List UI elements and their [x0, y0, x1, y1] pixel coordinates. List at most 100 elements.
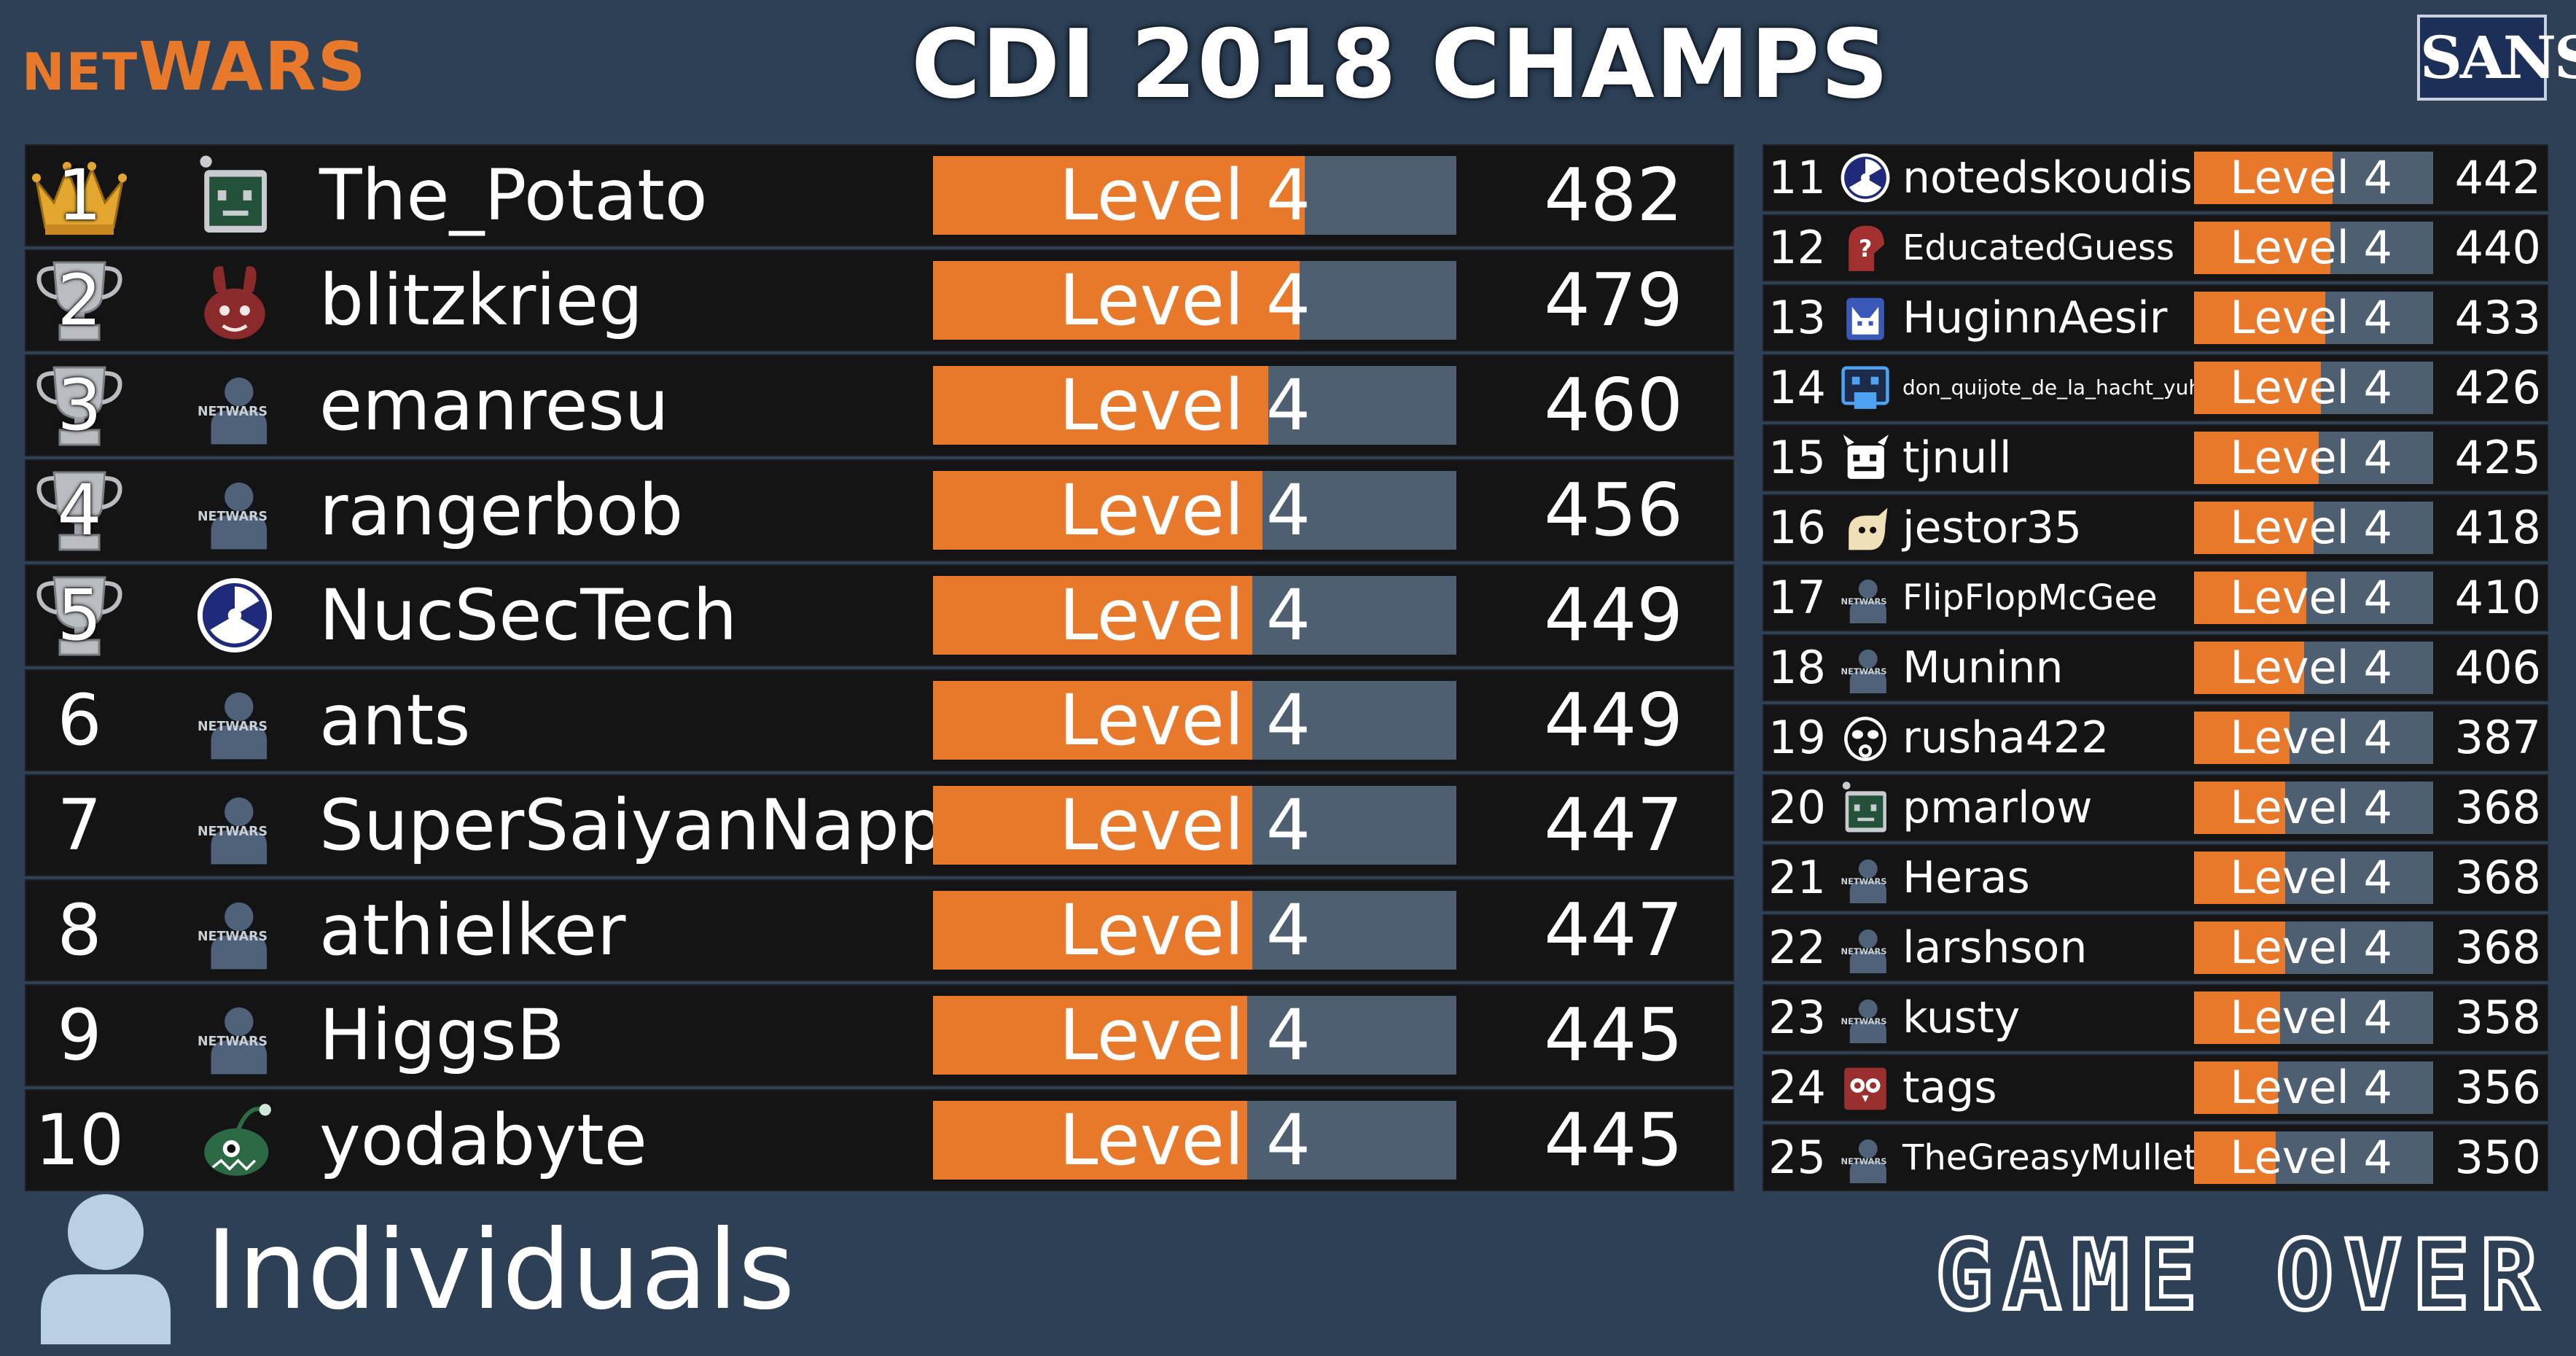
player-score: 460 [1544, 362, 1683, 448]
default-user-icon: NETWARS [1841, 929, 1887, 973]
level-progress-fill [933, 156, 1305, 235]
table-row: 24 tags Level 4 356 [1763, 1054, 2548, 1121]
player-name: EducatedGuess [1902, 227, 2175, 268]
rank-number: 12 [1768, 221, 1826, 274]
level-progress-fill [2194, 502, 2314, 554]
default-user-icon: NETWARS [1841, 579, 1886, 623]
player-score: 447 [1544, 782, 1683, 868]
table-row: 10 yodabyte Level 4 445 [25, 1089, 1734, 1191]
viking-icon [1846, 297, 1884, 340]
level-label: Level 4 [1059, 994, 1311, 1076]
level-progress-bar: Level 4 [933, 786, 1456, 865]
svg-text:NETWARS: NETWARS [1841, 876, 1887, 887]
table-row: 9 NETWARS HiggsB Level 4 445 [25, 984, 1734, 1086]
anglerfish-icon [204, 1104, 271, 1176]
svg-text:NETWARS: NETWARS [198, 510, 268, 524]
level-progress-fill [2194, 292, 2326, 344]
player-score: 418 [2454, 501, 2541, 554]
level-progress-fill [933, 261, 1300, 340]
level-progress-fill [933, 366, 1268, 445]
rank-number: 18 [1768, 641, 1826, 694]
level-progress-bar: Level 4 [2194, 222, 2433, 274]
level-progress-fill [933, 786, 1252, 865]
default-user-icon: NETWARS [1841, 999, 1886, 1043]
table-row: 8 NETWARS athielker Level 4 447 [25, 879, 1734, 981]
rank-number: 7 [57, 784, 102, 866]
level-progress-bar: Level 4 [933, 1101, 1456, 1180]
level-progress-fill [2194, 642, 2304, 694]
netwars-logo: NETWARS [22, 28, 367, 106]
level-progress-bar: Level 4 [2194, 712, 2433, 764]
default-user-icon: NETWARS [198, 797, 268, 865]
player-name: HuginnAesir [1902, 292, 2168, 343]
table-row: 19 rusha422 Level 4 387 [1763, 704, 2548, 771]
robot-face-icon [200, 155, 268, 233]
player-name: NucSecTech [319, 574, 738, 656]
default-user-icon: NETWARS [198, 1007, 268, 1075]
level-progress-fill [2194, 1061, 2278, 1114]
player-score: 350 [2454, 1131, 2541, 1184]
player-name: jestor35 [1902, 502, 2083, 553]
svg-text:NETWARS: NETWARS [198, 930, 268, 944]
level-label: Level 4 [1059, 365, 1311, 446]
player-score: 482 [1544, 152, 1683, 238]
svg-text:?: ? [1859, 235, 1873, 262]
level-label: Level 4 [2230, 851, 2392, 904]
rank-number: 22 [1768, 921, 1826, 974]
level-label: Level 4 [2230, 641, 2392, 694]
table-row: 3 NETWARS emanresu Level 4 460 [25, 354, 1734, 456]
level-progress-bar: Level 4 [933, 996, 1456, 1075]
individual-user-icon [41, 1194, 171, 1344]
level-label: Level 4 [1059, 679, 1311, 761]
level-progress-bar: Level 4 [2194, 1061, 2433, 1114]
default-user-icon: NETWARS [1841, 649, 1886, 693]
player-name: TheGreasyMullet [1902, 1137, 2198, 1178]
player-name: notedskoudis [1902, 152, 2193, 203]
level-label: Level 4 [2230, 151, 2392, 204]
gas-mask-icon [1844, 717, 1886, 761]
default-user-icon: NETWARS [198, 902, 268, 970]
table-row: 2 blitzkrieg Level 4 479 [25, 249, 1734, 351]
player-score: 433 [2454, 291, 2541, 344]
table-row: 6 NETWARS ants Level 4 449 [25, 669, 1734, 771]
level-progress-fill [2194, 991, 2281, 1044]
player-name: Muninn [1902, 642, 2064, 693]
rank-number: 9 [57, 994, 102, 1076]
level-label: Level 4 [2230, 711, 2392, 764]
default-user-icon: NETWARS [1841, 1139, 1886, 1183]
svg-text:NETWARS: NETWARS [1841, 946, 1887, 956]
level-progress-fill [2194, 782, 2285, 834]
page-title: CDI 2018 CHAMPS [911, 9, 1890, 120]
player-name: The_Potato [319, 155, 708, 236]
level-label: Level 4 [2230, 1061, 2392, 1114]
player-name: kusty [1902, 992, 2021, 1043]
level-progress-bar: Level 4 [2194, 502, 2433, 554]
table-row: 12? EducatedGuess Level 4 440 [1763, 214, 2548, 281]
level-progress-fill [2194, 152, 2333, 204]
level-progress-bar: Level 4 [2194, 152, 2433, 204]
level-label: Level 4 [1059, 784, 1311, 866]
table-row: 20 pmarlow Level 4 368 [1763, 774, 2548, 841]
rank-number: 13 [1768, 291, 1826, 344]
player-name: larshson [1902, 922, 2088, 973]
level-label: Level 4 [1059, 889, 1311, 971]
level-progress-fill [2194, 852, 2285, 904]
windmill-icon [1841, 366, 1889, 409]
level-progress-bar: Level 4 [933, 471, 1456, 550]
rank-number: 20 [1768, 781, 1826, 834]
table-row: 23 NETWARS kusty Level 4 358 [1763, 984, 2548, 1051]
level-progress-fill [2194, 362, 2321, 414]
radiation-icon [1841, 153, 1890, 203]
level-progress-fill [933, 891, 1252, 970]
table-row: 11 notedskoudis Level 4 442 [1763, 144, 2548, 211]
category-label: Individuals [206, 1207, 795, 1334]
player-score: 479 [1544, 257, 1683, 343]
rank-number: 23 [1768, 991, 1826, 1044]
trophy-icon [36, 471, 122, 551]
player-score: 442 [2454, 151, 2541, 204]
rank-number: 17 [1768, 571, 1826, 624]
rank-number: 4 [57, 469, 102, 551]
trophy-icon [36, 366, 122, 446]
player-name: don_quijote_de_la_hacht_yuh [1902, 375, 2202, 400]
player-score: 456 [1544, 467, 1683, 553]
